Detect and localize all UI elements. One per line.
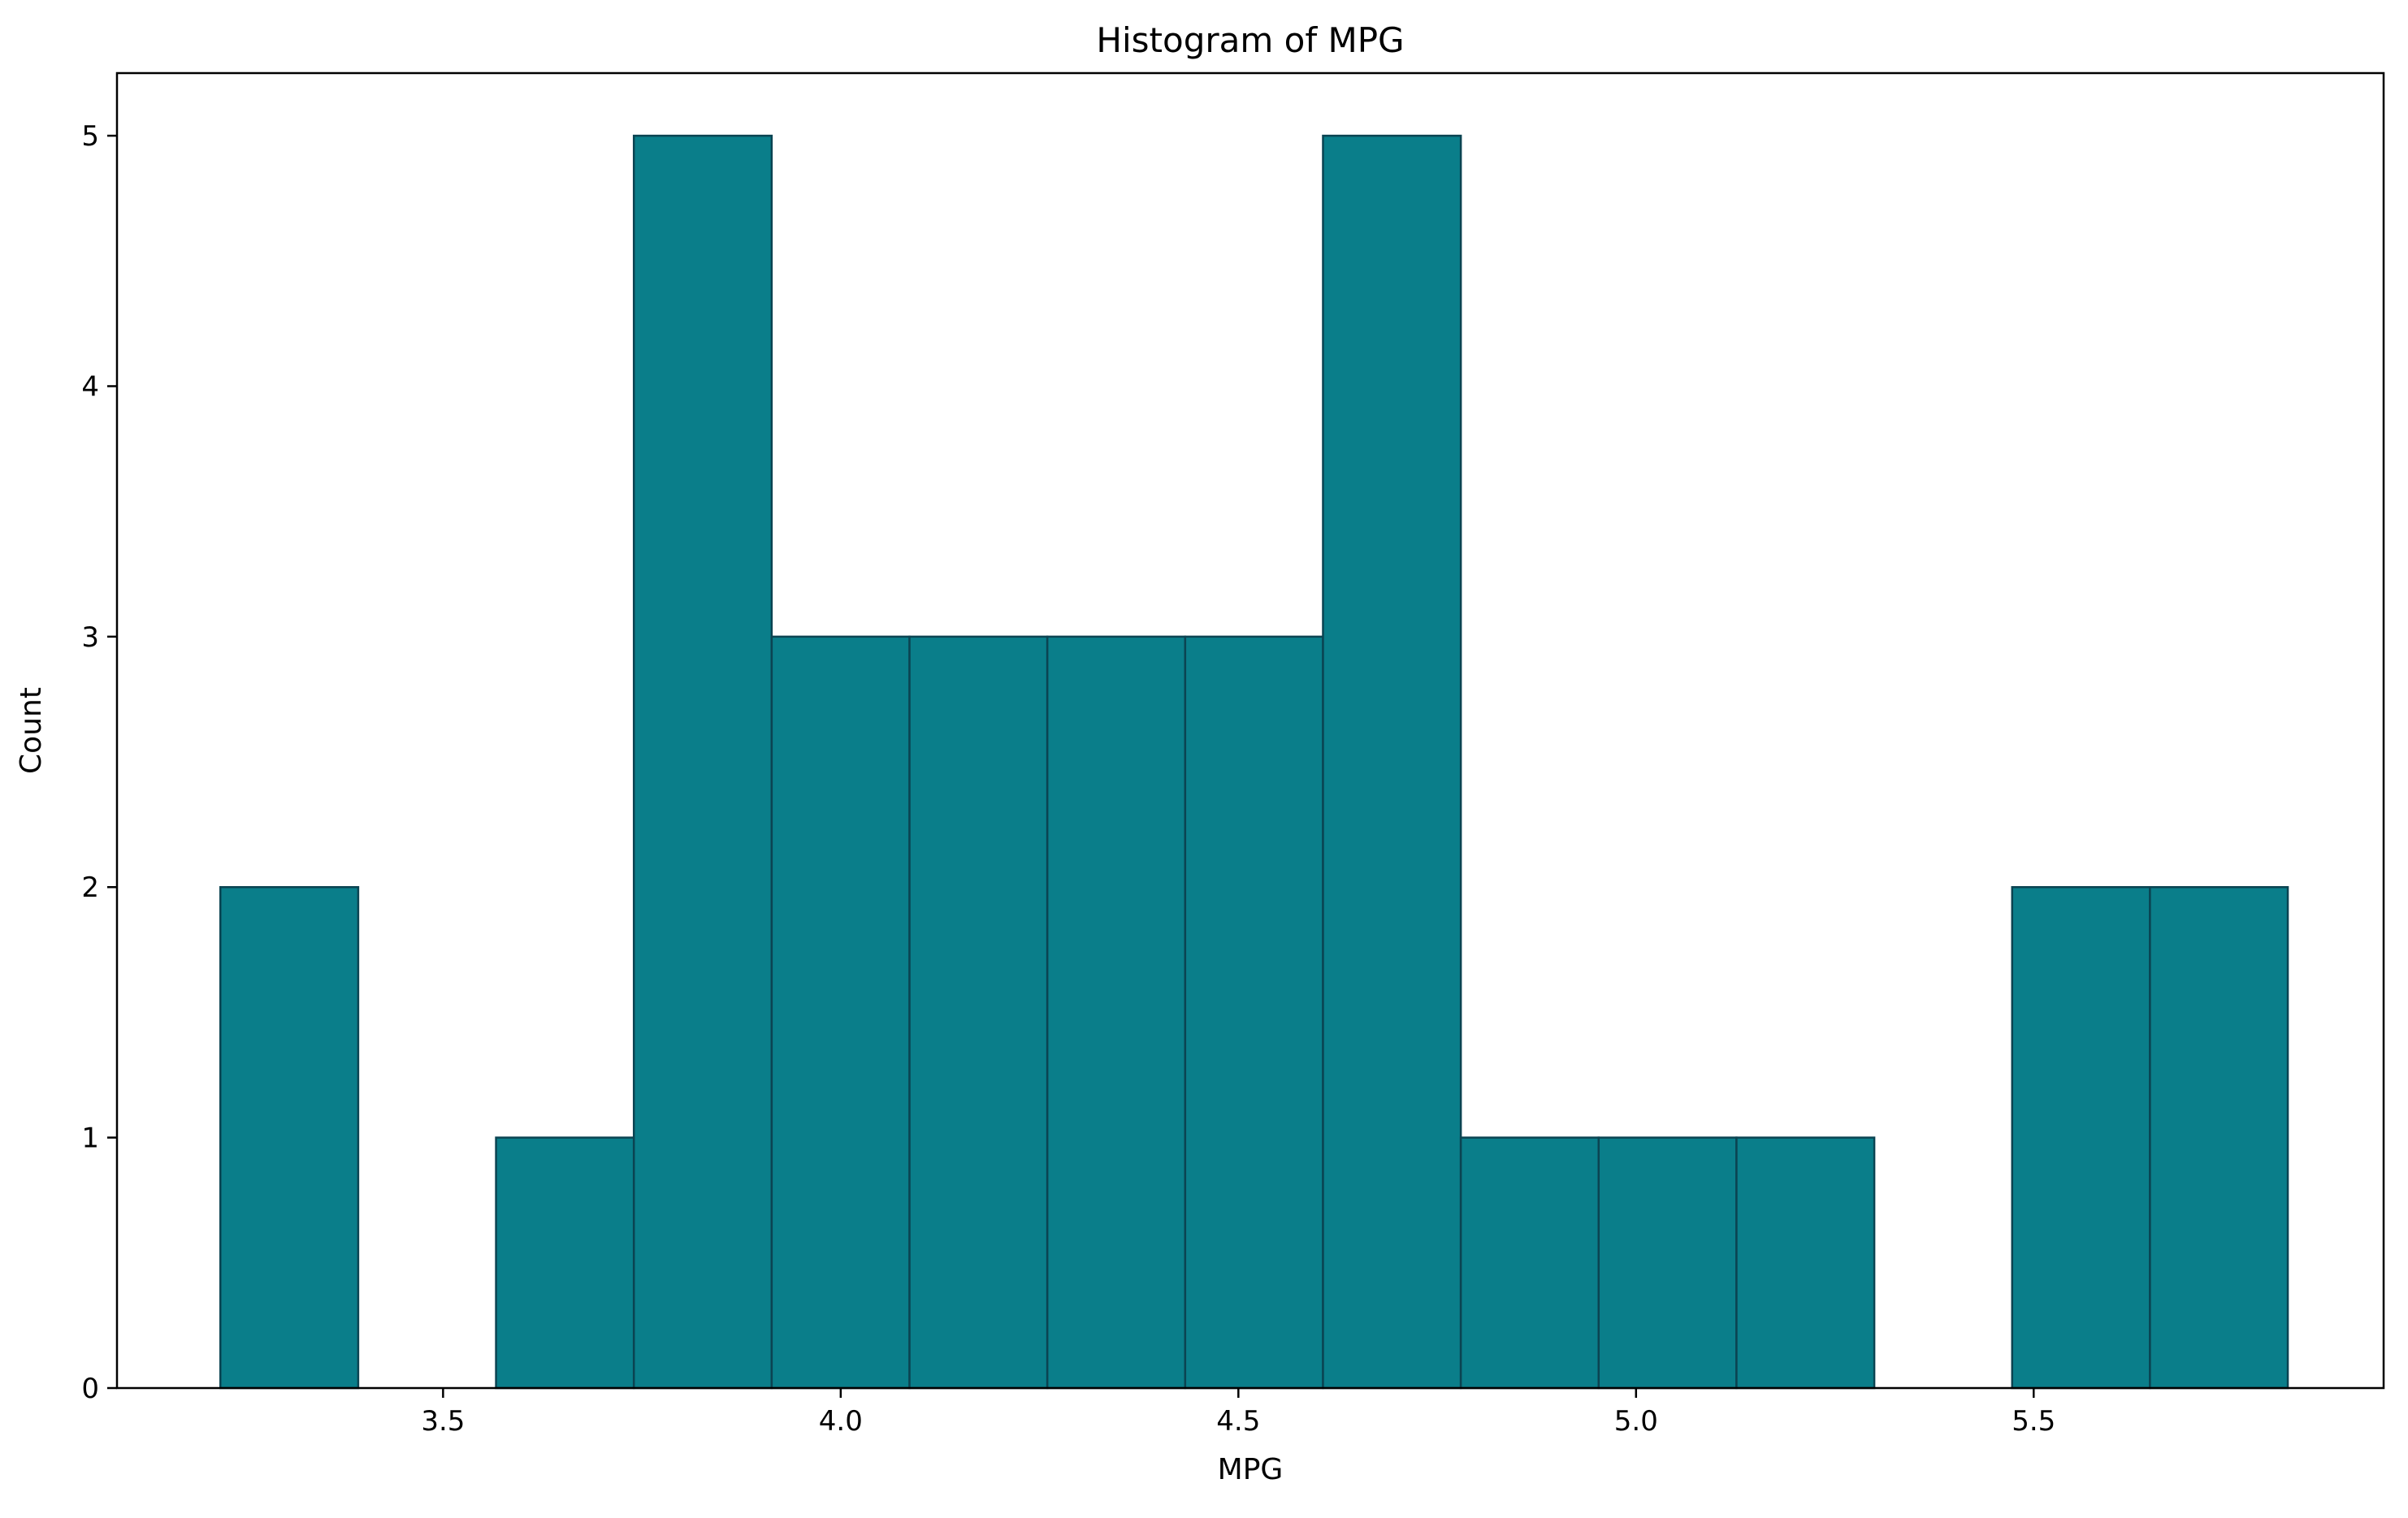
x-tick-label: 4.5: [1216, 1405, 1260, 1438]
x-tick-label: 3.5: [421, 1405, 465, 1438]
histogram-bar: [2149, 885, 2289, 1390]
histogram-bar: [1597, 1136, 1738, 1390]
x-tick-label: 4.0: [819, 1405, 863, 1438]
y-tick-label: 5: [81, 120, 99, 153]
histogram-bar: [1322, 134, 1462, 1390]
histogram-bar: [1735, 1136, 1876, 1390]
axes-layer: [115, 71, 2385, 1390]
bars-layer: [219, 134, 2289, 1390]
y-tick-label: 4: [81, 370, 99, 403]
x-tick-label: 5.0: [1614, 1405, 1658, 1438]
histogram-bar: [770, 635, 911, 1390]
y-axis-ticks: 0 1 2 3 4 5: [81, 120, 117, 1405]
y-tick-label: 1: [81, 1122, 99, 1155]
plot-frame: [115, 71, 2385, 1390]
histogram-bar: [1184, 635, 1324, 1390]
histogram-bar: [632, 134, 773, 1390]
histogram-bar: [219, 885, 360, 1390]
x-axis-label: MPG: [1218, 1453, 1284, 1486]
y-tick-label: 3: [81, 621, 99, 654]
x-axis-ticks: 3.5 4.0 4.5 5.0 5.5: [421, 1388, 2055, 1438]
x-tick-label: 5.5: [2012, 1405, 2055, 1438]
histogram-bar: [1459, 1136, 1600, 1390]
y-tick-label: 0: [81, 1373, 99, 1405]
y-tick-label: 2: [81, 871, 99, 904]
histogram-bar: [908, 635, 1049, 1390]
histogram-bar: [1046, 635, 1187, 1390]
histogram-bar: [495, 1136, 635, 1390]
chart-title: Histogram of MPG: [1096, 20, 1404, 60]
histogram-bar: [2011, 885, 2151, 1390]
y-axis-label: Count: [15, 687, 48, 774]
